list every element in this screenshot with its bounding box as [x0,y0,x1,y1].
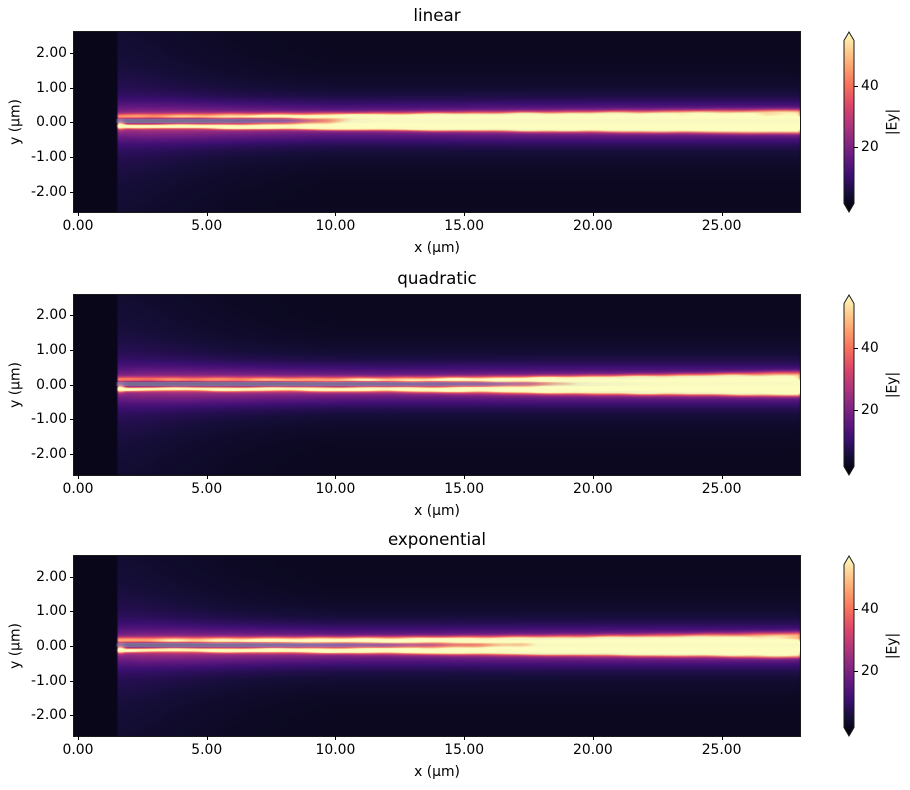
colorbar-tick-label: 40 [861,339,879,356]
colorbar [843,293,855,476]
y-tick-label: 2.00 [36,568,67,585]
colorbar-tick-mark [854,670,858,672]
y-tick-mark [70,680,74,682]
colorbar-tick-mark [854,85,858,87]
colorbar-gradient-shape [843,554,855,737]
x-tick-label: 10.00 [315,741,356,758]
x-axis-label: x (µm) [414,763,460,780]
colorbar-label: |Ey| [884,371,901,398]
y-tick-label: 0.00 [36,637,67,654]
x-tick-label: 0.00 [62,480,94,497]
x-tick-label: 20.00 [573,480,613,497]
y-tick-label: 0.00 [36,376,67,393]
x-tick-label: 0.00 [62,218,94,235]
y-tick-label: 2.00 [36,45,67,62]
x-tick-mark [206,474,208,479]
x-tick-label: 5.00 [191,218,223,235]
colorbar-label: |Ey| [884,109,901,136]
x-tick-label: 20.00 [573,218,613,235]
y-tick-label: -1.00 [31,672,67,689]
y-tick-mark [70,87,74,89]
x-axis-label: x (µm) [414,502,460,519]
y-tick-mark [70,191,74,193]
x-tick-mark [464,474,466,479]
x-tick-label: 15.00 [444,741,485,758]
colorbar-tick-label: 20 [861,139,879,156]
y-tick-label: -1.00 [31,411,67,428]
y-tick-mark [70,419,74,421]
x-axis-label: x (µm) [414,240,460,257]
x-tick-label: 5.00 [191,480,223,497]
x-tick-mark [335,735,337,740]
x-tick-label: 10.00 [315,480,356,497]
colorbar-label: |Ey| [884,632,901,660]
y-tick-mark [70,315,74,317]
x-tick-label: 0.00 [62,741,94,758]
y-tick-label: -2.00 [31,183,67,200]
x-tick-mark [464,212,466,217]
x-tick-label: 15.00 [444,480,485,497]
y-tick-label: -2.00 [31,707,67,724]
y-tick-label: 0.00 [36,114,67,131]
subplot-title: quadratic [397,267,477,288]
x-tick-mark [335,212,337,217]
x-tick-mark [592,474,594,479]
y-tick-mark [70,122,74,124]
x-tick-mark [78,474,79,479]
y-tick-mark [70,53,74,55]
y-tick-label: 1.00 [36,341,67,358]
y-tick-label: 1.00 [36,603,67,620]
colorbar-tick-mark [854,409,858,411]
subplot-title: exponential [387,528,487,549]
heatmap-image [74,555,800,736]
x-tick-label: 25.00 [701,480,742,497]
x-tick-label: 25.00 [701,741,742,758]
subplot-title: linear [413,5,461,26]
colorbar-tick-mark [854,609,858,611]
x-tick-mark [335,474,337,479]
x-tick-mark [78,735,79,740]
x-tick-mark [592,735,594,740]
x-tick-mark [206,735,208,740]
y-tick-label: -2.00 [31,445,67,462]
colorbar-tick-label: 40 [861,601,879,618]
y-tick-label: 2.00 [36,307,67,324]
x-tick-label: 10.00 [315,218,356,235]
colorbar [843,554,855,737]
x-tick-label: 20.00 [573,741,613,758]
colorbar-tick-label: 20 [861,401,879,418]
colorbar-tick-mark [854,147,858,149]
x-tick-mark [721,474,723,479]
colorbar-tick-label: 20 [861,662,879,679]
x-tick-mark [464,735,466,740]
colorbar-gradient-shape [843,293,855,476]
x-tick-label: 25.00 [701,218,742,235]
y-tick-mark [70,576,74,578]
y-tick-mark [70,645,74,647]
y-tick-mark [70,349,74,351]
x-tick-mark [206,212,208,217]
colorbar-tick-mark [854,347,858,349]
x-tick-mark [721,735,723,740]
x-tick-mark [78,212,79,217]
y-tick-label: -1.00 [31,149,67,165]
y-tick-mark [70,715,74,717]
y-tick-mark [70,453,74,455]
heatmap-image [74,32,800,213]
x-tick-label: 15.00 [444,218,485,235]
y-tick-mark [70,384,74,386]
colorbar-tick-label: 40 [861,77,879,94]
y-tick-label: 1.00 [36,79,67,96]
x-tick-mark [592,212,594,217]
colorbar [843,31,855,214]
x-tick-label: 5.00 [191,741,223,758]
x-tick-mark [721,212,723,217]
heatmap-image [74,294,800,475]
colorbar-gradient-shape [843,31,855,214]
y-tick-mark [70,611,74,613]
y-tick-mark [70,157,74,158]
